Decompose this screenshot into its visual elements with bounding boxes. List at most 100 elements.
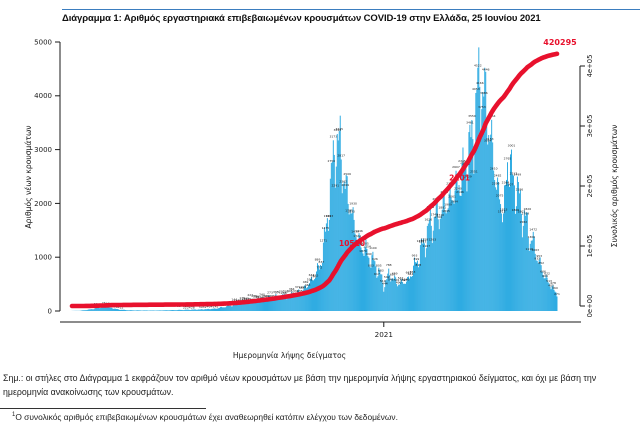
- svg-text:631: 631: [309, 273, 315, 277]
- svg-text:2e+05: 2e+05: [586, 175, 594, 198]
- svg-text:2817: 2817: [337, 154, 345, 158]
- svg-text:2499: 2499: [514, 172, 522, 176]
- svg-text:22: 22: [120, 306, 124, 310]
- svg-text:788: 788: [386, 263, 392, 267]
- svg-text:609: 609: [542, 274, 548, 278]
- svg-text:444: 444: [382, 281, 388, 285]
- svg-text:1185: 1185: [361, 242, 369, 246]
- footnote-separator: [0, 408, 206, 409]
- svg-text:3001: 3001: [508, 144, 516, 148]
- svg-text:518: 518: [307, 277, 313, 281]
- footnote-body: Ο συνολικός αριθμός επιβεβαιωμένων κρουσ…: [15, 412, 398, 422]
- svg-text:165: 165: [243, 296, 249, 300]
- svg-text:837: 837: [319, 260, 325, 264]
- svg-text:1815: 1815: [442, 209, 450, 213]
- svg-text:1693: 1693: [325, 214, 333, 218]
- svg-text:1710: 1710: [436, 213, 444, 217]
- svg-text:501: 501: [394, 278, 400, 282]
- svg-text:803: 803: [368, 264, 374, 268]
- svg-text:478: 478: [550, 281, 556, 285]
- svg-text:1909: 1909: [444, 203, 452, 207]
- svg-text:3461: 3461: [466, 121, 474, 125]
- svg-text:933: 933: [534, 257, 540, 261]
- svg-text:372: 372: [295, 285, 301, 289]
- svg-text:513: 513: [546, 279, 552, 283]
- svg-text:1726: 1726: [324, 214, 332, 218]
- svg-text:144: 144: [231, 297, 237, 301]
- svg-text:2688: 2688: [460, 161, 468, 165]
- svg-text:2517: 2517: [510, 171, 518, 175]
- svg-text:76: 76: [102, 301, 106, 305]
- svg-text:617: 617: [374, 272, 380, 276]
- svg-text:2482: 2482: [494, 173, 502, 177]
- svg-text:364: 364: [289, 287, 295, 291]
- svg-text:3173: 3173: [329, 135, 337, 139]
- svg-text:1181: 1181: [357, 242, 365, 246]
- svg-text:1795: 1795: [345, 209, 353, 213]
- svg-text:683: 683: [378, 269, 384, 273]
- svg-text:1930: 1930: [349, 201, 357, 205]
- svg-text:2000: 2000: [34, 200, 52, 208]
- svg-text:2240: 2240: [454, 186, 462, 190]
- svg-text:4166: 4166: [476, 81, 484, 85]
- svg-text:653: 653: [410, 270, 416, 274]
- svg-text:224: 224: [261, 295, 267, 299]
- svg-text:3345: 3345: [335, 127, 343, 131]
- svg-text:227: 227: [247, 293, 253, 297]
- svg-text:993: 993: [412, 253, 418, 257]
- svg-text:2607: 2607: [452, 165, 460, 169]
- svg-text:1167: 1167: [422, 244, 430, 248]
- svg-text:1116: 1116: [525, 247, 533, 251]
- svg-text:2061: 2061: [448, 194, 456, 198]
- svg-text:1258: 1258: [421, 238, 429, 242]
- svg-text:2299: 2299: [492, 182, 500, 186]
- svg-text:1994: 1994: [450, 200, 458, 204]
- svg-text:232: 232: [269, 294, 275, 298]
- note-text: Σημ.: οι στήλες στο Διάγραμμα 1 εκφράζου…: [3, 373, 597, 397]
- svg-text:230: 230: [253, 294, 259, 298]
- svg-text:2291: 2291: [331, 184, 339, 188]
- svg-text:1813: 1813: [498, 209, 506, 213]
- svg-text:3153: 3153: [486, 137, 494, 141]
- footnote-superscript: 1: [12, 412, 16, 419]
- svg-text:2101: 2101: [449, 174, 470, 183]
- svg-text:2362: 2362: [339, 180, 347, 184]
- svg-text:1749: 1749: [430, 213, 438, 217]
- svg-text:2750: 2750: [327, 159, 335, 163]
- svg-text:1806: 1806: [512, 208, 520, 212]
- svg-text:214: 214: [257, 295, 263, 299]
- svg-text:1324: 1324: [353, 234, 361, 238]
- svg-text:1826: 1826: [523, 207, 531, 211]
- svg-text:42: 42: [215, 305, 219, 309]
- svg-text:353: 353: [299, 286, 305, 290]
- svg-text:420295: 420295: [543, 38, 577, 47]
- svg-text:271: 271: [554, 292, 560, 296]
- svg-text:548: 548: [388, 277, 394, 281]
- svg-text:519: 519: [380, 279, 386, 283]
- svg-text:659: 659: [392, 271, 398, 275]
- svg-text:889: 889: [315, 257, 321, 261]
- svg-text:2344: 2344: [502, 181, 510, 185]
- svg-text:953: 953: [536, 254, 542, 258]
- svg-text:4e+05: 4e+05: [586, 55, 594, 78]
- svg-text:2186: 2186: [516, 188, 524, 192]
- svg-text:4522: 4522: [474, 64, 482, 68]
- svg-text:305: 305: [287, 289, 293, 293]
- svg-text:1704: 1704: [434, 215, 442, 219]
- svg-text:2269: 2269: [341, 183, 349, 187]
- svg-text:2551: 2551: [470, 170, 478, 174]
- svg-text:1881: 1881: [438, 206, 446, 210]
- svg-text:0: 0: [48, 307, 52, 315]
- svg-text:813: 813: [416, 263, 422, 267]
- svg-text:4446: 4446: [482, 68, 490, 72]
- svg-text:315: 315: [273, 290, 279, 294]
- svg-text:1439: 1439: [351, 229, 359, 233]
- svg-text:1253: 1253: [419, 239, 427, 243]
- svg-text:615: 615: [313, 274, 319, 278]
- svg-text:4053: 4053: [472, 87, 480, 91]
- svg-text:2610: 2610: [490, 166, 498, 170]
- svg-text:40: 40: [207, 305, 211, 309]
- svg-text:1154: 1154: [363, 245, 371, 249]
